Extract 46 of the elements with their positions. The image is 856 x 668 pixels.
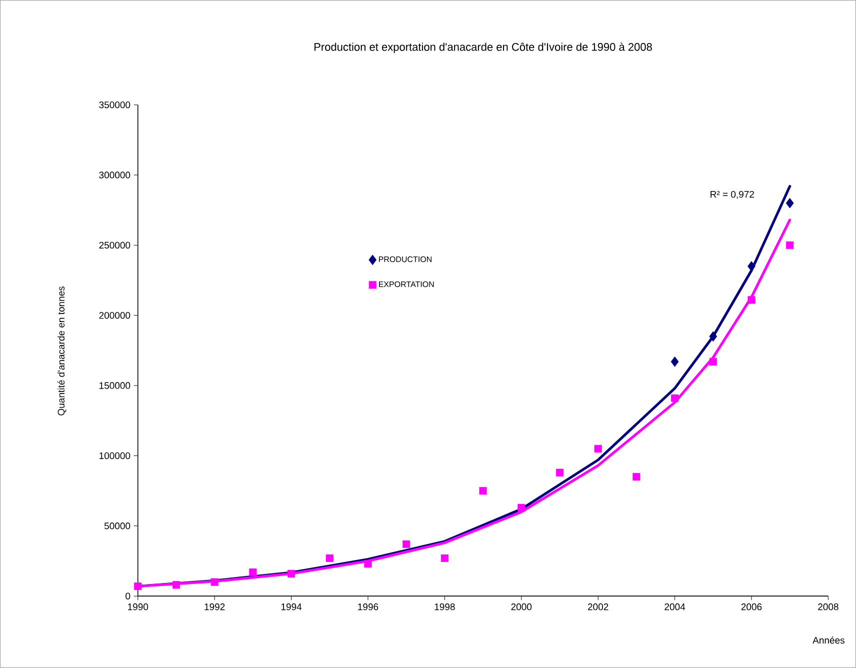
- x-tick-label: 1992: [204, 603, 225, 610]
- point: [556, 468, 564, 476]
- y-tick-label: 0: [126, 592, 130, 600]
- point: [364, 560, 372, 568]
- x-tick-label: 2002: [588, 603, 608, 610]
- annotation: R² = 0,972: [710, 190, 754, 199]
- y-axis-title: Quantité d'anacarde en tonnes: [57, 286, 66, 416]
- x-tick-label: 2006: [741, 603, 762, 610]
- point: [518, 504, 526, 512]
- point: [440, 554, 448, 562]
- y-tick-label: 200000: [99, 312, 130, 319]
- x-tick-label: 1996: [358, 603, 378, 610]
- x-tick-label: 1990: [128, 603, 148, 610]
- point: [632, 473, 640, 481]
- point: [786, 198, 794, 208]
- x-tick-label: 2000: [511, 603, 532, 610]
- point: [748, 296, 756, 304]
- y-tick-label: 250000: [99, 242, 130, 249]
- point: [134, 582, 142, 590]
- x-tick-label: 2004: [664, 603, 686, 610]
- point: [210, 578, 218, 586]
- point: [287, 570, 296, 578]
- point: [172, 581, 180, 589]
- legend-label: EXPORTATION: [378, 281, 434, 288]
- y-tick-label: 50000: [104, 522, 130, 530]
- point: [402, 540, 410, 548]
- legend-label: PRODUCTION: [378, 256, 432, 262]
- y-tick-label: 150000: [100, 382, 130, 389]
- y-tick-label: 300000: [99, 172, 130, 178]
- point: [748, 261, 756, 272]
- point: [479, 487, 487, 495]
- point: [671, 394, 679, 402]
- point: [709, 331, 718, 342]
- x-tick-label: 1998: [434, 603, 455, 610]
- point: [249, 568, 257, 576]
- point: [594, 444, 602, 453]
- point: [326, 554, 334, 562]
- y-tick-label: 350000: [99, 102, 130, 108]
- x-tick-label: 2008: [818, 603, 838, 610]
- x-axis-title: Années: [812, 636, 844, 644]
- x-tick-label: 1994: [281, 603, 302, 610]
- point: [786, 241, 794, 250]
- chart-title: Production et exportation d'anacarde en Côte d'Ivoire de 1990 à 2008: [314, 42, 652, 54]
- point: [709, 358, 717, 366]
- point: [670, 356, 679, 367]
- y-tick-label: 100000: [100, 452, 130, 460]
